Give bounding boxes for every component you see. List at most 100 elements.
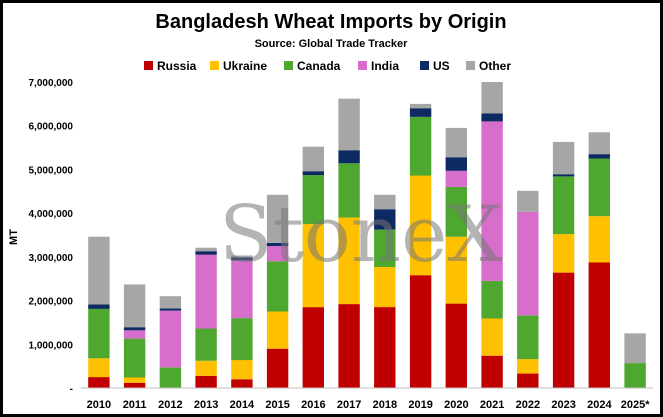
bar-segment-other-2019 (409, 103, 432, 109)
x-tick-label: 2014 (230, 399, 255, 411)
bar-segment-ukraine-2021 (481, 318, 503, 356)
bar-segment-canada-2019 (409, 117, 432, 176)
bar-segment-canada-2023 (552, 176, 575, 235)
bar-segment-india-2012 (159, 310, 182, 368)
bar-segment-india-2022 (517, 211, 539, 316)
bar-segment-us-2018 (374, 209, 396, 230)
bar-segment-russia-2016 (302, 307, 324, 388)
bar-segment-us-2013 (195, 251, 217, 255)
bar-segment-ukraine-2010 (88, 358, 110, 378)
legend-label-ukraine: Ukraine (223, 59, 267, 73)
bar-segment-russia-2011 (123, 382, 146, 388)
bar-segment-canada-2020 (445, 186, 467, 237)
bar-segment-canada-2012 (159, 367, 182, 388)
legend-swatch-other (466, 61, 475, 70)
bar-segment-us-2023 (552, 174, 575, 177)
y-tick-label: 2,000,000 (29, 297, 74, 308)
legend-swatch-canada (284, 61, 293, 70)
bar-segment-other-2012 (159, 296, 182, 309)
bar-segment-canada-2025 (624, 363, 646, 388)
x-tick-label: 2023 (551, 399, 575, 411)
bar-segment-other-2022 (517, 190, 539, 212)
bar-segment-other-2018 (374, 194, 396, 210)
legend: Russia Ukraine Canada India US Other (144, 59, 511, 73)
x-tick-label: 2024 (587, 399, 612, 411)
x-tick-label: 2017 (337, 399, 361, 411)
legend-label-other: Other (479, 59, 511, 73)
bar-segment-india-2020 (445, 170, 467, 187)
bar-segment-russia-2024 (588, 262, 610, 388)
bar-segment-india-2014 (231, 260, 253, 319)
legend-label-russia: Russia (157, 59, 197, 73)
bar-segment-russia-2022 (517, 373, 539, 388)
bar-segment-canada-2013 (195, 328, 217, 361)
x-tick-label: 2011 (123, 399, 147, 411)
bar-segment-canada-2018 (374, 229, 396, 267)
bar-segment-canada-2017 (338, 163, 360, 218)
bar-segment-canada-2014 (231, 318, 253, 361)
bar-segment-india-2013 (195, 254, 217, 329)
x-tick-label: 2010 (87, 399, 111, 411)
y-axis-label: MT (8, 229, 20, 245)
bar-segment-us-2011 (123, 327, 146, 331)
bar-segment-us-2017 (338, 150, 360, 164)
bar-segment-us-2012 (159, 308, 182, 311)
watermark-logo: StoneX (219, 190, 503, 280)
bar-segment-ukraine-2019 (409, 175, 432, 276)
bar-segment-us-2020 (445, 157, 467, 171)
legend-label-us: US (433, 59, 450, 73)
bar-segment-russia-2021 (481, 355, 503, 388)
legend-label-india: India (371, 59, 399, 73)
legend-swatch-us (420, 61, 429, 70)
bar-segment-russia-2017 (338, 304, 360, 388)
bar-segment-us-2016 (302, 171, 324, 176)
bar-segment-canada-2011 (123, 338, 146, 378)
bar-segment-us-2021 (481, 113, 503, 122)
bar-segment-ukraine-2017 (338, 217, 360, 305)
bar-segment-other-2020 (445, 127, 467, 158)
y-tick-label: 6,000,000 (29, 122, 74, 133)
bar-segment-ukraine-2013 (195, 360, 217, 376)
bar-segment-russia-2023 (552, 272, 575, 388)
bar-segment-other-2023 (552, 141, 575, 175)
legend-label-canada: Canada (297, 59, 341, 73)
legend-swatch-ukraine (210, 61, 219, 70)
x-tick-label: 2021 (480, 399, 504, 411)
y-tick-label: 3,000,000 (29, 253, 74, 264)
bar-segment-other-2011 (123, 284, 146, 328)
chart-svg: Bangladesh Wheat Imports by Origin Sourc… (8, 11, 653, 411)
bar-segment-us-2015 (266, 242, 289, 246)
x-tick-label: 2013 (194, 399, 218, 411)
bar-segment-india-2021 (481, 121, 503, 281)
bar-segment-russia-2020 (445, 303, 467, 388)
bar-segment-us-2019 (409, 108, 432, 117)
x-tick-label: 2019 (408, 399, 432, 411)
bar-segment-india-2015 (266, 245, 289, 262)
x-tick-label: 2022 (516, 399, 540, 411)
bar-segment-other-2015 (266, 194, 289, 243)
bar-segment-ukraine-2014 (231, 360, 253, 380)
x-axis-ticks: 2010 2011 2012 2013 2014 2015 2016 2017 2018 2019… (87, 399, 651, 411)
bar-segment-ukraine-2024 (588, 216, 610, 263)
bar-segment-ukraine-2016 (302, 224, 324, 308)
x-tick-label: 2025* (621, 399, 650, 411)
bar-segment-ukraine-2011 (123, 377, 146, 383)
x-tick-label: 2016 (301, 399, 325, 411)
x-tick-label: 2015 (265, 399, 289, 411)
bar-segment-us-2014 (231, 257, 253, 261)
bar-segment-other-2016 (302, 146, 324, 172)
y-tick-label: 7,000,000 (29, 78, 74, 89)
bar-segment-russia-2013 (195, 375, 217, 388)
bar-segment-other-2017 (338, 98, 360, 151)
bar-segment-canada-2010 (88, 308, 110, 359)
bar-segment-other-2021 (481, 82, 503, 114)
chart-subtitle: Source: Global Trade Tracker (255, 38, 409, 50)
bar-segment-other-2025 (624, 333, 646, 364)
bar-segment-other-2013 (195, 247, 217, 252)
bar-segment-russia-2019 (409, 275, 432, 388)
bar-segment-india-2011 (123, 330, 146, 339)
bar-segment-other-2024 (588, 132, 610, 155)
bar-segment-us-2024 (588, 154, 610, 159)
x-tick-label: 2020 (444, 399, 468, 411)
